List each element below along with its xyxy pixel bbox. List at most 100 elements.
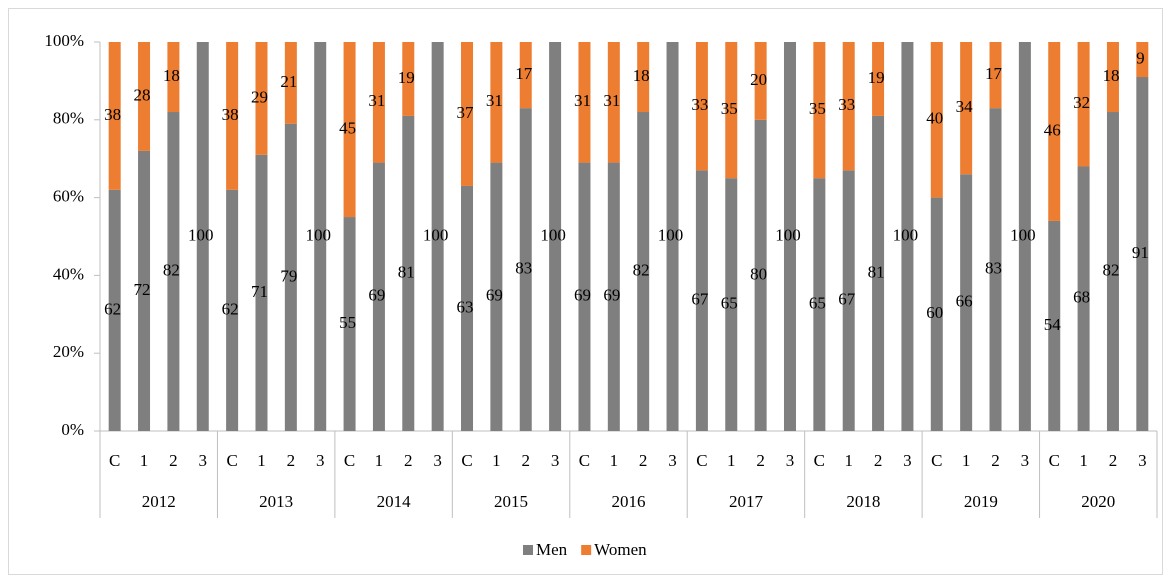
bar-segment (695, 42, 708, 171)
data-label: 54 (1044, 315, 1062, 334)
data-label: 82 (1102, 260, 1119, 279)
bar-segment (783, 42, 796, 431)
y-tick-label: 20% (53, 342, 84, 361)
x-tick-label: 2 (639, 451, 648, 470)
data-label: 19 (868, 68, 885, 87)
bar-segment (930, 197, 943, 431)
x-tick-label: 3 (316, 451, 325, 470)
data-label: 79 (280, 266, 297, 285)
y-tick-label: 80% (53, 109, 84, 128)
group-label: 2015 (494, 492, 528, 511)
bar-segment (519, 108, 532, 431)
data-label: 38 (104, 105, 121, 124)
x-tick-label: 2 (404, 451, 413, 470)
bar-segment (725, 178, 738, 431)
bar-segment (549, 42, 562, 431)
bar-segment (1077, 42, 1090, 167)
bar-segment (637, 42, 650, 113)
legend-swatch (581, 545, 592, 555)
bar-segment (1048, 220, 1061, 431)
bar-segment (989, 42, 1002, 109)
x-tick-label: 3 (433, 451, 442, 470)
data-label: 100 (423, 225, 449, 244)
bar-segment (461, 185, 474, 431)
group-label: 2012 (142, 492, 176, 511)
data-label: 17 (515, 64, 533, 83)
group-label: 2019 (964, 492, 998, 511)
x-tick-label: 3 (1021, 451, 1030, 470)
data-label: 68 (1073, 288, 1090, 307)
data-label: 31 (603, 91, 620, 110)
data-label: 69 (368, 286, 385, 305)
bar-segment (284, 123, 297, 431)
bar-segment (1077, 166, 1090, 432)
data-label: 18 (1102, 66, 1119, 85)
x-tick-label: 2 (991, 451, 1000, 470)
x-tick-label: C (344, 451, 355, 470)
data-label: 31 (486, 91, 503, 110)
data-label: 72 (134, 280, 151, 299)
data-label: 65 (809, 293, 826, 312)
y-tick-label: 0% (61, 420, 84, 439)
x-tick-label: 1 (140, 451, 149, 470)
data-label: 33 (691, 95, 708, 114)
bar-segment (1018, 42, 1031, 431)
bar-segment (226, 189, 239, 431)
x-tick-label: 3 (786, 451, 795, 470)
data-label: 100 (188, 225, 214, 244)
data-label: 82 (633, 260, 650, 279)
data-label: 100 (775, 225, 801, 244)
data-label: 9 (1136, 48, 1145, 67)
data-label: 100 (658, 225, 684, 244)
x-tick-label: C (931, 451, 942, 470)
data-label: 82 (163, 260, 180, 279)
data-label: 21 (280, 72, 297, 91)
bar-segment (1106, 112, 1119, 432)
bar-segment (490, 42, 503, 163)
data-label: 29 (251, 87, 268, 106)
data-label: 67 (691, 290, 709, 309)
data-label: 65 (721, 293, 738, 312)
group-label: 2014 (377, 492, 412, 511)
x-tick-label: C (226, 451, 237, 470)
x-tick-label: 1 (1079, 451, 1088, 470)
bar-segment (1136, 42, 1149, 78)
bar-segment (167, 112, 180, 432)
bar-segment (930, 42, 943, 198)
data-label: 66 (956, 292, 973, 311)
x-tick-label: 1 (610, 451, 619, 470)
x-tick-label: 2 (874, 451, 883, 470)
x-tick-label: 1 (492, 451, 501, 470)
data-label: 83 (515, 258, 532, 277)
data-label: 46 (1044, 120, 1061, 139)
bar-segment (372, 162, 385, 431)
data-label: 33 (838, 95, 855, 114)
group-label: 2016 (612, 492, 646, 511)
x-tick-label: 3 (903, 451, 912, 470)
bar-segment (901, 42, 914, 431)
group-label: 2018 (846, 492, 880, 511)
data-label: 37 (457, 103, 475, 122)
y-tick-label: 40% (53, 264, 84, 283)
data-label: 31 (368, 91, 385, 110)
bar-segment (490, 162, 503, 431)
bar-segment (343, 217, 356, 431)
bar-segment (138, 42, 151, 151)
legend-label: Women (594, 540, 647, 559)
bar-segment (960, 174, 973, 431)
data-label: 69 (603, 286, 620, 305)
bar-segment (842, 170, 855, 431)
data-label: 100 (1010, 225, 1036, 244)
data-label: 40 (926, 109, 943, 128)
data-label: 91 (1132, 243, 1149, 262)
x-tick-label: C (109, 451, 120, 470)
bar-segment (402, 42, 415, 116)
data-label: 28 (134, 85, 151, 104)
data-label: 80 (750, 264, 767, 283)
data-label: 19 (398, 68, 415, 87)
legend-label: Men (536, 540, 568, 559)
bar-segment (314, 42, 327, 431)
bar-segment (989, 108, 1002, 431)
bar-segment (754, 42, 767, 120)
x-tick-label: 1 (375, 451, 384, 470)
